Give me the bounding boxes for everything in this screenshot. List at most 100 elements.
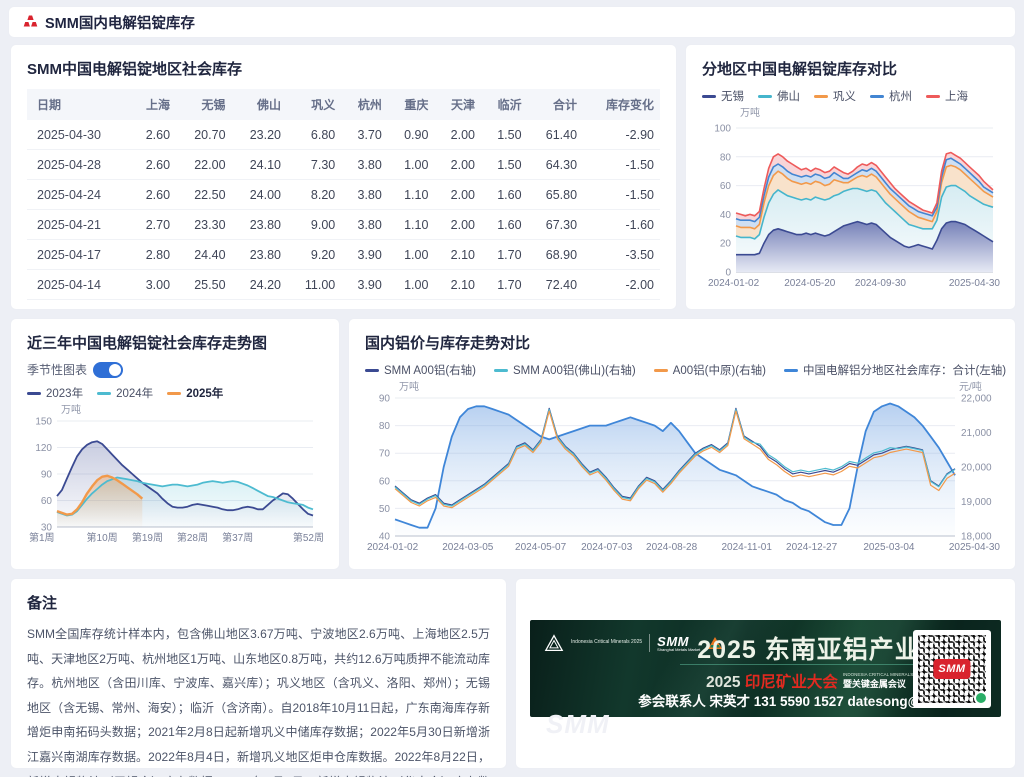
banner-logos: Indonesia Critical Minerals 2025 SMM Shan… — [544, 634, 723, 652]
svg-text:第19周: 第19周 — [132, 531, 163, 544]
legend-item[interactable]: 无锡 — [702, 88, 744, 104]
legend-dash — [814, 94, 828, 98]
cell-value: -1.50 — [583, 149, 660, 180]
notes-title: 备注 — [27, 595, 58, 612]
legend-label: 2024年 — [116, 388, 154, 400]
legend-label: SMM A00铝(右轴) — [384, 365, 477, 377]
cell-value: 3.80 — [341, 149, 388, 180]
legend-label: 巩义 — [833, 91, 856, 103]
legend-item[interactable]: A00铝(中原)(右轴) — [653, 362, 766, 378]
cell-value: 2.60 — [129, 120, 177, 150]
notes-text: SMM全国库存统计样本内，包含佛山地区3.67万吨、宁波地区2.6万吨、上海地区… — [27, 627, 490, 777]
legend-item[interactable]: SMM A00铝(右轴) — [365, 362, 476, 378]
cell-date: 2025-04-14 — [27, 269, 130, 300]
cell-value: 22.00 — [176, 149, 232, 180]
legend-item[interactable]: 2023年 — [27, 385, 83, 401]
column-header: 上海 — [146, 98, 171, 112]
svg-text:70: 70 — [379, 449, 391, 460]
cell-value: 67.30 — [527, 209, 584, 240]
cell-value: 3.80 — [341, 179, 388, 210]
cell-value: 2.00 — [434, 120, 481, 150]
svg-text:2024-03-05: 2024-03-05 — [442, 542, 494, 553]
cell-value: 1.70 — [481, 239, 528, 270]
cell-value: 64.30 — [527, 149, 584, 180]
cell-value: 9.00 — [286, 209, 342, 240]
cell-value: 24.10 — [231, 149, 287, 180]
legend-item[interactable]: 中国电解铝分地区社会库存：合计(左轴) — [783, 362, 1006, 378]
svg-text:万吨: 万吨 — [740, 106, 760, 119]
svg-text:2024-01-02: 2024-01-02 — [367, 542, 419, 553]
svg-text:第1周: 第1周 — [29, 531, 55, 544]
svg-text:80: 80 — [379, 421, 391, 432]
legend-dash — [926, 94, 940, 98]
cell-date: 2025-04-21 — [27, 209, 130, 240]
cell-value: 22.50 — [176, 179, 232, 210]
svg-text:90: 90 — [41, 470, 53, 481]
cell-value: 61.40 — [527, 120, 584, 150]
regional-stacked-area-chart[interactable]: 0 20 40 60 80 100 2024-01-02 2024-05-20 2024-09-… — [702, 104, 1001, 292]
seasonal-toggle-label: 季节性图表 — [27, 363, 88, 377]
cell-value: 2.70 — [129, 209, 177, 240]
svg-text:万吨: 万吨 — [61, 403, 81, 416]
cell-value: 1.50 — [481, 120, 528, 150]
icm-logo-text: Indonesia Critical Minerals 2025 — [571, 639, 643, 646]
legend-item[interactable]: SMM A00铝(佛山)(右轴) — [494, 362, 636, 378]
banner-qr-code: SMM — [913, 630, 991, 708]
cell-value: -3.50 — [583, 239, 660, 270]
table-row: 2025-04-21 2.70 23.30 23.80 9.00 3.80 1.10 2.00… — [27, 209, 660, 240]
wechat-icon — [974, 691, 988, 705]
cell-value: 1.10 — [387, 179, 435, 210]
svg-text:120: 120 — [35, 443, 52, 454]
logo-divider — [649, 634, 651, 652]
qr-pattern: SMM — [918, 635, 988, 705]
seasonal-toggle-switch[interactable] — [93, 361, 124, 378]
panel-notes: 备注 SMM全国库存统计样本内，包含佛山地区3.67万吨、宁波地区2.6万吨、上… — [10, 578, 507, 777]
svg-text:2024-09-30: 2024-09-30 — [855, 278, 907, 289]
svg-text:40: 40 — [720, 210, 732, 221]
legend-dash — [870, 94, 884, 98]
cell-value: 2.60 — [129, 149, 177, 180]
cell-value: 3.90 — [341, 269, 388, 300]
cell-value: 8.20 — [286, 179, 342, 210]
cell-date: 2025-04-17 — [27, 239, 130, 270]
cell-date: 2025-04-28 — [27, 149, 130, 180]
price-inventory-dual-axis-chart[interactable]: 40 50 60 70 80 90 18,000 19,000 20,000 21,000 22,0… — [365, 378, 1001, 556]
cell-value: 2.00 — [434, 209, 481, 240]
svg-text:18,000: 18,000 — [961, 532, 992, 543]
legend-label: 杭州 — [889, 91, 912, 103]
svg-text:40: 40 — [379, 532, 391, 543]
cell-value: 1.00 — [387, 239, 435, 270]
cell-value: -2.00 — [583, 269, 660, 300]
cell-value: 1.00 — [387, 269, 435, 300]
legend-item[interactable]: 佛山 — [758, 88, 800, 104]
cell-value: 2.00 — [434, 149, 481, 180]
svg-text:第37周: 第37周 — [222, 531, 253, 544]
legend-label: SMM A00铝(佛山)(右轴) — [513, 365, 636, 377]
legend-label: 上海 — [945, 91, 968, 103]
legend-label: 佛山 — [777, 91, 800, 103]
page-title: SMM国内电解铝锭库存 — [45, 15, 195, 32]
legend-dash — [653, 368, 668, 372]
svg-text:20,000: 20,000 — [961, 463, 992, 474]
legend-item[interactable]: 2024年 — [97, 385, 153, 401]
svg-text:第10周: 第10周 — [87, 531, 118, 544]
table-panel-title: SMM中国电解铝锭地区社会库存 — [27, 61, 242, 78]
cell-date: 2025-04-30 — [27, 120, 130, 150]
svg-text:2024-07-03: 2024-07-03 — [581, 542, 633, 553]
svg-text:万吨: 万吨 — [399, 380, 419, 393]
svg-text:20: 20 — [720, 239, 732, 250]
column-header: 合计 — [553, 98, 578, 112]
panel-regional-inventory-table: SMM中国电解铝锭地区社会库存 日期 上海 无锡 佛山 巩义 杭州 重庆 天津 临沂 合计 库存变化… — [10, 44, 677, 310]
table-row: 2025-04-30 2.60 20.70 23.20 6.80 3.70 0.90 2.00… — [27, 120, 660, 150]
app-header: SMM国内电解铝锭库存 — [8, 6, 1016, 38]
conference-banner[interactable]: Indonesia Critical Minerals 2025 SMM Shan… — [530, 620, 1001, 717]
legend-item[interactable]: 上海 — [926, 88, 968, 104]
seasonal-line-chart[interactable]: 30 60 90 120 150 第1周 第10周 第19周 第28周 第37周 第52周 万吨 — [27, 401, 325, 547]
price-chart-title: 国内铝价与库存走势对比 — [365, 335, 531, 352]
svg-text:2024-08-28: 2024-08-28 — [646, 542, 698, 553]
cell-value: 1.60 — [481, 209, 528, 240]
svg-text:60: 60 — [41, 496, 53, 507]
legend-item[interactable]: 2025年 — [167, 385, 223, 401]
legend-item[interactable]: 巩义 — [814, 88, 856, 104]
legend-item[interactable]: 杭州 — [870, 88, 912, 104]
